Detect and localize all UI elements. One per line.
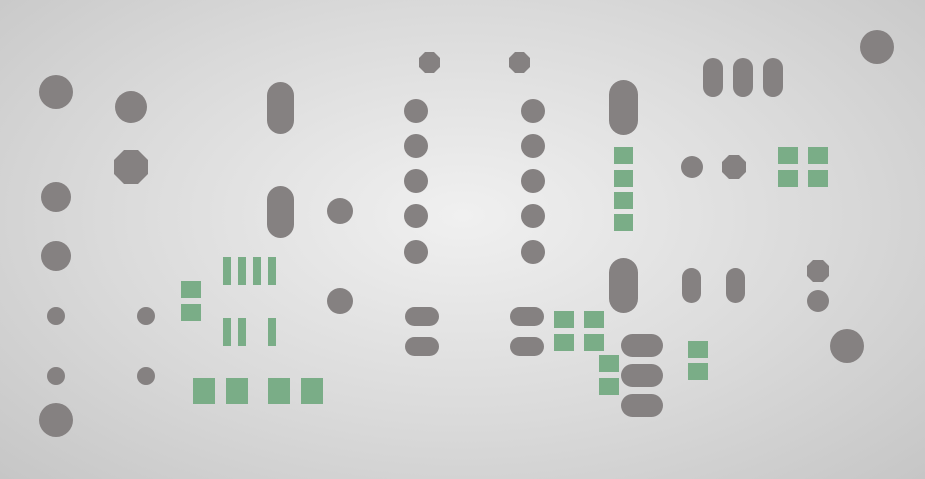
smd-pad: [688, 363, 708, 380]
smd-pad: [688, 341, 708, 358]
pad-oblong-horizontal: [405, 337, 439, 356]
pad-oblong-vertical: [703, 58, 723, 97]
pad-octagon: [807, 260, 829, 282]
smd-pad: [778, 170, 798, 187]
pad-round: [47, 307, 65, 325]
smd-pad: [778, 147, 798, 164]
pad-round: [39, 403, 73, 437]
pad-round: [137, 367, 155, 385]
pad-oblong-vertical: [267, 186, 294, 238]
smd-pad: [614, 192, 633, 209]
pad-oblong-horizontal: [510, 337, 544, 356]
pad-round: [327, 198, 353, 224]
smd-pad: [614, 214, 633, 231]
smd-pad: [223, 318, 231, 346]
smd-pad: [226, 378, 248, 404]
pad-round: [404, 240, 428, 264]
pad-round: [327, 288, 353, 314]
smd-pad: [301, 378, 323, 404]
pad-oblong-horizontal: [621, 394, 663, 417]
pad-oblong-horizontal: [621, 364, 663, 387]
pad-oblong-vertical: [682, 268, 701, 303]
smd-pad: [808, 147, 828, 164]
pad-oblong-vertical: [609, 258, 638, 313]
pad-round: [521, 99, 545, 123]
pad-octagon: [419, 52, 440, 73]
smd-pad: [614, 170, 633, 187]
pad-round: [521, 240, 545, 264]
pad-round: [404, 99, 428, 123]
smd-pad: [181, 304, 201, 321]
pad-round: [41, 182, 71, 212]
pad-round: [860, 30, 894, 64]
smd-pad: [223, 257, 231, 285]
pad-oblong-vertical: [733, 58, 753, 97]
pad-round: [521, 204, 545, 228]
pad-round: [47, 367, 65, 385]
smd-pad: [238, 318, 246, 346]
smd-pad: [614, 147, 633, 164]
smd-pad: [268, 378, 290, 404]
pad-round: [404, 204, 428, 228]
pad-round: [137, 307, 155, 325]
smd-pad: [584, 334, 604, 351]
smd-pad: [238, 257, 246, 285]
smd-pad: [599, 378, 619, 395]
pad-octagon: [722, 155, 746, 179]
smd-pad: [181, 281, 201, 298]
smd-pad: [808, 170, 828, 187]
pad-round: [681, 156, 703, 178]
pad-oblong-horizontal: [621, 334, 663, 357]
smd-pad: [253, 257, 261, 285]
pad-round: [404, 134, 428, 158]
pad-round: [115, 91, 147, 123]
pad-round: [39, 75, 73, 109]
smd-pad: [584, 311, 604, 328]
smd-pad: [268, 318, 276, 346]
pad-round: [41, 241, 71, 271]
pad-octagon: [509, 52, 530, 73]
pad-oblong-vertical: [267, 82, 294, 134]
smd-pad: [554, 334, 574, 351]
pad-round: [807, 290, 829, 312]
pad-round: [404, 169, 428, 193]
smd-pad: [599, 355, 619, 372]
pad-round: [521, 169, 545, 193]
smd-pad: [554, 311, 574, 328]
pad-oblong-horizontal: [510, 307, 544, 326]
pad-round: [830, 329, 864, 363]
pad-round: [521, 134, 545, 158]
pad-oblong-horizontal: [405, 307, 439, 326]
pad-oblong-vertical: [763, 58, 783, 97]
pad-octagon: [114, 150, 148, 184]
pad-oblong-vertical: [726, 268, 745, 303]
pad-oblong-vertical: [609, 80, 638, 135]
smd-pad: [193, 378, 215, 404]
smd-pad: [268, 257, 276, 285]
